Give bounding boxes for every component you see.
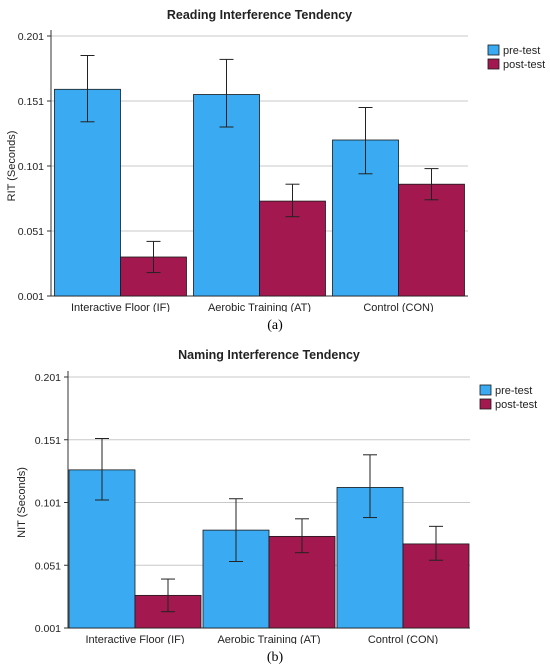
chart-panel-a: Reading Interference Tendency RIT (Second… [6, 8, 545, 333]
x-tick-label: Control (CON) [368, 634, 438, 644]
y-tick-label: 0.151 [18, 96, 44, 108]
y-tick-label: 0.101 [18, 161, 44, 173]
y-tick-label: 0.001 [18, 291, 44, 303]
caption-a: (a) [267, 318, 283, 333]
legend-swatch-post-test [487, 58, 500, 70]
bar-pre-test-1 [193, 94, 260, 297]
legend-label: pre-test [495, 385, 532, 397]
legend-label: post-test [503, 59, 545, 71]
chart-reading-interference: Reading Interference Tendency RIT (Second… [6, 8, 545, 312]
chart-title: Naming Interference Tendency [178, 348, 360, 362]
y-axis-label: NIT (Seconds) [16, 467, 28, 538]
chart-naming-interference: Naming Interference Tendency NIT (Seconds… [16, 348, 537, 644]
y-tick-label: 0.151 [35, 435, 61, 447]
y-tick-label: 0.201 [18, 31, 44, 43]
y-tick-label: 0.051 [35, 560, 61, 572]
bar-post-test-1 [259, 200, 326, 297]
bar-post-test-2 [398, 183, 465, 297]
chart-title: Reading Interference Tendency [167, 8, 352, 22]
y-tick-label: 0.201 [35, 372, 61, 384]
x-tick-label: Control (CON) [363, 302, 433, 312]
caption-b: (b) [266, 650, 284, 665]
legend-swatch-pre-test [487, 44, 500, 56]
chart-panel-b: Naming Interference Tendency NIT (Seconds… [0, 338, 550, 670]
y-tick-label: 0.001 [35, 623, 61, 635]
legend-label: post-test [495, 399, 537, 411]
x-tick-label: Aerobic Training (AT) [217, 634, 320, 644]
x-tick-label: Interactive Floor (IF) [85, 634, 184, 644]
legend-swatch-pre-test [479, 384, 492, 396]
legend-swatch-post-test [479, 398, 492, 410]
bar-pre-test-0 [54, 88, 121, 297]
y-tick-label: 0.051 [18, 226, 44, 238]
legend-label: pre-test [503, 45, 540, 57]
y-tick-label: 0.101 [35, 498, 61, 510]
y-axis-label: RIT (Seconds) [6, 131, 18, 202]
x-tick-label: Aerobic Training (AT) [208, 302, 311, 312]
x-tick-label: Interactive Floor (IF) [71, 302, 170, 312]
